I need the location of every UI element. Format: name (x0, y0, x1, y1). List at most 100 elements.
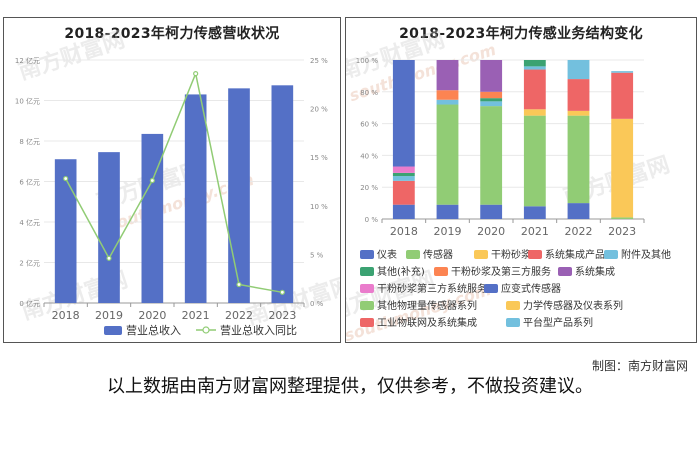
y-tick-label: 60 % (360, 121, 378, 129)
legend-swatch (506, 318, 520, 327)
y-tick-label: 10 亿元 (15, 97, 40, 106)
x-tick-label: 2023 (608, 225, 636, 238)
legend-label: 营业总收入 (126, 323, 181, 337)
legend-label: 干粉砂浆第三方系统服务 (377, 282, 487, 295)
legend-label: 其他(补充) (377, 265, 425, 278)
stacked-segment (523, 115, 546, 207)
revenue-bar (184, 94, 207, 303)
y2-tick-label: 20 % (310, 106, 328, 114)
structure-chart-svg: 0 % 20 % 40 % 60 % 80 % 100 % 2018 2019 2020 2021… (356, 57, 671, 329)
legend-label: 干粉砂浆及第三方服务 (451, 265, 551, 278)
stacked-segment (523, 60, 546, 67)
yoy-point (106, 255, 112, 261)
revenue-bar (141, 133, 164, 303)
legend-swatch (360, 267, 374, 276)
stacked-segment (523, 66, 546, 70)
yoy-point (63, 175, 69, 182)
stacked-segment (480, 60, 503, 92)
stacked-segment (567, 60, 590, 80)
yoy-point (236, 281, 242, 288)
x-tick-label: 2019 (434, 225, 462, 238)
yoy-point (193, 71, 199, 77)
legend-label: 传感器 (423, 248, 453, 261)
y-tick-label: 100 % (356, 57, 379, 65)
stacked-segment (567, 79, 590, 111)
y-tick-label: 4 亿元 (19, 218, 40, 227)
y2-tick-label: 10 % (310, 203, 328, 211)
legend-label: 其他物理量传感器系列 (377, 299, 477, 312)
revenue-chart-title: 2018-2023年柯力传感营收状况 (64, 26, 280, 42)
stacked-segment (392, 180, 415, 205)
stacked-segment (523, 206, 546, 219)
yoy-point (149, 177, 155, 184)
legend-swatch (506, 301, 520, 310)
stacked-segment (436, 60, 459, 91)
stacked-segment (523, 109, 546, 116)
legend-label: 工业物联网及系统集成 (377, 316, 477, 329)
x-tick-label: 2021 (182, 309, 210, 322)
stacked-segment (611, 217, 634, 219)
stacked-segment (392, 172, 415, 177)
stacked-segment (567, 110, 590, 116)
legend-swatch (484, 284, 498, 293)
revenue-bar (271, 85, 294, 303)
y2-tick-label: 5 % (310, 251, 324, 259)
x-tick-label: 2020 (477, 225, 505, 238)
y-tick-label: 20 % (360, 184, 378, 192)
legend-label: 平台型产品系列 (523, 316, 593, 329)
stacked-segment (611, 72, 634, 119)
y-tick-label: 12 亿元 (15, 56, 40, 65)
stacked-segment (567, 115, 590, 204)
legend-swatch (202, 326, 210, 334)
legend-label: 系统集成 (575, 265, 615, 278)
y2-tick-label: 0 % (310, 300, 324, 308)
y-tick-label: 0 % (365, 216, 379, 224)
stacked-segment (392, 60, 415, 167)
legend-label: 干粉砂浆 (491, 248, 531, 261)
y2-tick-label: 15 % (310, 154, 328, 162)
legend-label: 系统集成产品 (545, 248, 605, 261)
stacked-segment (480, 106, 503, 205)
legend-swatch (406, 250, 420, 259)
yoy-line (65, 71, 283, 294)
legend-label: 力学传感器及仪表系列 (523, 299, 623, 312)
y-tick-label: 0 亿元 (19, 299, 40, 308)
disclaimer-footnote: 以上数据由南方财富网整理提供，仅供参考，不做投资建议。 (107, 376, 593, 397)
stacked-segment (611, 71, 634, 73)
stacked-segment (392, 204, 415, 219)
stacked-segment (611, 118, 634, 218)
legend-swatch (360, 301, 374, 310)
revenue-bar (98, 152, 120, 303)
stacked-segment (480, 98, 503, 102)
legend-swatch (360, 318, 374, 327)
y-tick-label: 6 亿元 (19, 178, 40, 187)
x-tick-label: 2019 (95, 309, 123, 322)
stacked-segment (436, 204, 459, 219)
revenue-bar (54, 159, 77, 303)
stacked-segment (480, 204, 503, 219)
legend-swatch (604, 250, 618, 259)
x-tick-label: 2021 (521, 225, 549, 238)
revenue-chart-svg: 0 亿元 2 亿元 4 亿元 6 亿元 8 亿元 10 亿元 12 亿元 0 % 5 % 10 %… (15, 56, 328, 337)
x-tick-label: 2018 (52, 309, 80, 322)
stacked-segment (392, 176, 415, 181)
stacked-segment (567, 203, 590, 219)
y-tick-label: 40 % (360, 152, 378, 160)
legend-swatch (104, 326, 122, 335)
stacked-segment (436, 104, 459, 205)
x-tick-label: 2020 (138, 309, 166, 322)
revenue-bar (228, 88, 250, 303)
legend-swatch (558, 267, 572, 276)
legend-swatch (360, 250, 374, 259)
structure-chart-panel: 2018-2023年柯力传感业务结构变化 南方财富网 southmoney.co… (345, 17, 697, 343)
y-tick-label: 8 亿元 (19, 137, 40, 146)
revenue-chart-panel: 2018-2023年柯力传感营收状况 南方财富网 南方财富网 southmone… (3, 17, 341, 343)
legend-swatch (360, 284, 374, 293)
structure-chart-title: 2018-2023年柯力传感业务结构变化 (399, 26, 643, 42)
stacked-segment (523, 69, 546, 110)
chart-credit: 制图：南方财富网 (591, 359, 688, 373)
stacked-segment (436, 99, 459, 105)
legend-label: 营业总收入同比 (220, 323, 297, 337)
legend-swatch (434, 267, 448, 276)
legend-label: 仪表 (377, 248, 397, 261)
